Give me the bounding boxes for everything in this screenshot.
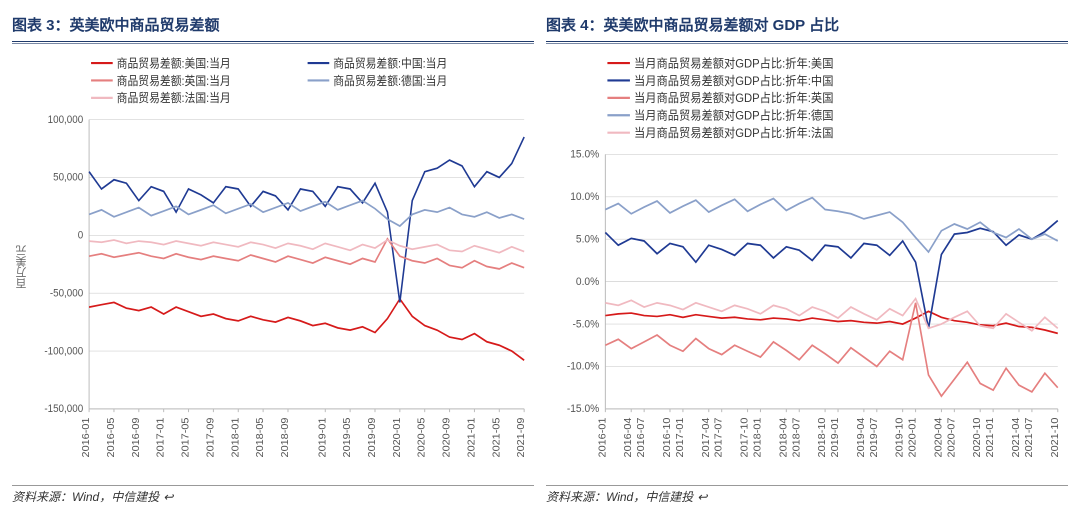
svg-text:-10.0%: -10.0%	[567, 360, 599, 372]
svg-text:商品贸易差额:法国:当月: 商品贸易差额:法国:当月	[117, 91, 231, 106]
svg-text:2016-10: 2016-10	[661, 417, 673, 457]
svg-text:2020-10: 2020-10	[971, 417, 983, 457]
source-left: 资料来源：Wind，中信建投 ↩	[12, 485, 534, 505]
title-rule	[12, 41, 534, 44]
svg-text:2021-04: 2021-04	[1010, 417, 1022, 457]
svg-text:2020-01: 2020-01	[392, 417, 402, 457]
svg-text:0: 0	[78, 230, 84, 242]
source-text-left: 资料来源：Wind，中信建投	[12, 488, 159, 505]
svg-text:5.0%: 5.0%	[576, 233, 599, 245]
figure-pair: 图表 3：英美欧中商品贸易差额 百万美元 商品贸易差额:美国:当月商品贸易差额:…	[0, 0, 1080, 509]
svg-text:当月商品贸易差额对GDP占比:折年:中国: 当月商品贸易差额对GDP占比:折年:中国	[634, 73, 833, 87]
svg-text:2017-01: 2017-01	[156, 417, 166, 457]
svg-text:当月商品贸易差额对GDP占比:折年:美国: 当月商品贸易差额对GDP占比:折年:美国	[634, 56, 833, 70]
chart-title-right: 图表 4：英美欧中商品贸易差额对 GDP 占比	[546, 10, 1068, 41]
svg-text:商品贸易差额:中国:当月: 商品贸易差额:中国:当月	[333, 56, 447, 71]
svg-text:-50,000: -50,000	[50, 288, 84, 300]
svg-text:-150,000: -150,000	[44, 404, 83, 416]
svg-text:2020-09: 2020-09	[442, 417, 452, 457]
svg-text:当月商品贸易差额对GDP占比:折年:法国: 当月商品贸易差额对GDP占比:折年:法国	[634, 126, 833, 140]
svg-text:当月商品贸易差额对GDP占比:折年:英国: 当月商品贸易差额对GDP占比:折年:英国	[634, 91, 833, 105]
svg-text:2021-01: 2021-01	[984, 417, 996, 457]
svg-text:2019-07: 2019-07	[868, 417, 880, 457]
svg-text:2021-01: 2021-01	[467, 417, 477, 457]
svg-text:2016-01: 2016-01	[597, 417, 609, 457]
chart-area-left: 百万美元 商品贸易差额:美国:当月 商品贸易差额:中国:当月商品贸易差额:英国:当…	[12, 50, 534, 485]
svg-text:2016-05: 2016-05	[106, 417, 116, 457]
svg-text:2019-01: 2019-01	[318, 417, 328, 457]
svg-text:2020-04: 2020-04	[933, 417, 945, 457]
svg-text:2019-05: 2019-05	[343, 417, 353, 457]
svg-text:2018-10: 2018-10	[816, 417, 828, 457]
svg-text:2017-04: 2017-04	[700, 417, 712, 457]
svg-text:10.0%: 10.0%	[570, 191, 599, 203]
svg-text:当月商品贸易差额对GDP占比:折年:德国: 当月商品贸易差额对GDP占比:折年:德国	[634, 108, 833, 122]
svg-text:100,000: 100,000	[48, 114, 84, 126]
svg-text:2018-05: 2018-05	[256, 417, 266, 457]
svg-text:2016-01: 2016-01	[81, 417, 91, 457]
panel-right: 图表 4：英美欧中商品贸易差额对 GDP 占比 当月商品贸易差额对GDP占比:折…	[546, 10, 1068, 505]
svg-text:2020-07: 2020-07	[946, 417, 958, 457]
svg-text:2016-09: 2016-09	[131, 417, 141, 457]
svg-text:2021-10: 2021-10	[1049, 417, 1061, 457]
svg-text:2016-07: 2016-07	[635, 417, 647, 457]
svg-text:2021-07: 2021-07	[1023, 417, 1035, 457]
source-text-right: 资料来源：Wind，中信建投	[546, 488, 693, 505]
svg-text:2018-09: 2018-09	[280, 417, 290, 457]
svg-text:2019-04: 2019-04	[855, 417, 867, 457]
svg-text:0.0%: 0.0%	[576, 276, 599, 288]
svg-text:2017-01: 2017-01	[674, 417, 686, 457]
svg-text:50,000: 50,000	[53, 172, 83, 184]
arrow-icon: ↩	[697, 490, 707, 504]
svg-text:2019-10: 2019-10	[894, 417, 906, 457]
svg-text:商品贸易差额:英国:当月: 商品贸易差额:英国:当月	[117, 73, 231, 88]
svg-text:2018-01: 2018-01	[752, 417, 764, 457]
svg-text:15.0%: 15.0%	[570, 148, 599, 160]
svg-text:2018-01: 2018-01	[231, 417, 241, 457]
svg-text:2017-09: 2017-09	[206, 417, 216, 457]
panel-left: 图表 3：英美欧中商品贸易差额 百万美元 商品贸易差额:美国:当月商品贸易差额:…	[12, 10, 534, 505]
svg-text:-5.0%: -5.0%	[573, 318, 600, 330]
svg-text:2018-04: 2018-04	[778, 417, 790, 457]
svg-text:2020-05: 2020-05	[417, 417, 427, 457]
svg-text:-100,000: -100,000	[44, 346, 83, 358]
svg-text:2021-05: 2021-05	[492, 417, 502, 457]
svg-text:商品贸易差额:德国:当月: 商品贸易差额:德国:当月	[333, 73, 447, 88]
line-chart-right: 当月商品贸易差额对GDP占比:折年:美国当月商品贸易差额对GDP占比:折年:中国…	[546, 50, 1068, 485]
chart-area-right: 当月商品贸易差额对GDP占比:折年:美国当月商品贸易差额对GDP占比:折年:中国…	[546, 50, 1068, 485]
title-rule	[546, 41, 1068, 44]
svg-text:2016-04: 2016-04	[622, 417, 634, 457]
arrow-icon: ↩	[163, 490, 173, 504]
svg-text:2019-09: 2019-09	[367, 417, 377, 457]
svg-text:2017-05: 2017-05	[181, 417, 191, 457]
svg-text:2019-01: 2019-01	[829, 417, 841, 457]
y-axis-label-left: 百万美元	[12, 50, 32, 485]
svg-text:2018-07: 2018-07	[791, 417, 803, 457]
svg-text:2017-10: 2017-10	[739, 417, 751, 457]
line-chart-left: 商品贸易差额:美国:当月商品贸易差额:中国:当月商品贸易差额:英国:当月商品贸易…	[32, 50, 534, 485]
svg-text:2020-01: 2020-01	[907, 417, 919, 457]
svg-text:2021-09: 2021-09	[517, 417, 527, 457]
svg-text:2017-07: 2017-07	[713, 417, 725, 457]
svg-text:商品贸易差额:美国:当月: 商品贸易差额:美国:当月	[117, 56, 231, 71]
source-right: 资料来源：Wind，中信建投 ↩	[546, 485, 1068, 505]
chart-title-left: 图表 3：英美欧中商品贸易差额	[12, 10, 534, 41]
svg-text:-15.0%: -15.0%	[567, 403, 599, 415]
